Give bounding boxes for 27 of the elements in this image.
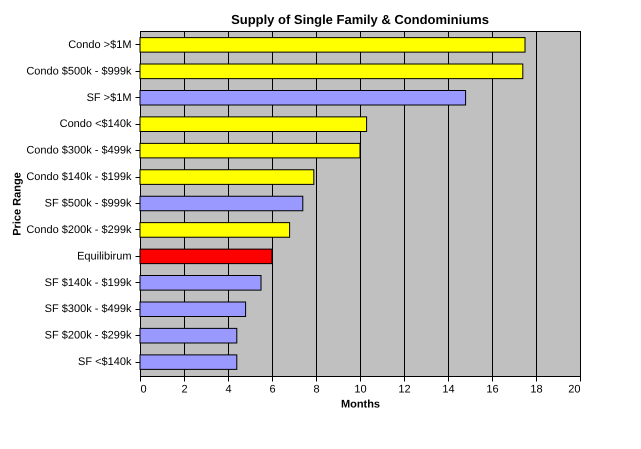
x-tick-label: 4 bbox=[225, 384, 232, 396]
x-axis-title: Months bbox=[340, 398, 380, 410]
y-tick-label: Condo $140k - $199k bbox=[26, 171, 132, 184]
y-tick-label: Condo $500k - $999k bbox=[26, 65, 132, 78]
y-tick-label: Condo >$1M bbox=[68, 38, 132, 51]
y-tick-label: SF $300k - $499k bbox=[44, 303, 132, 316]
y-tick-label: Condo $200k - $299k bbox=[26, 224, 132, 236]
y-tick-label: Condo $300k - $499k bbox=[26, 144, 132, 157]
y-tick-label: SF <$140k bbox=[78, 356, 132, 368]
y-tick-label: Equilibirum bbox=[77, 250, 132, 262]
x-tick-label: 0 bbox=[140, 384, 147, 396]
chart-title: Supply of Single Family & Condominiums bbox=[231, 12, 489, 27]
y-tick-label: SF $140k - $199k bbox=[44, 276, 132, 289]
y-axis-title: Price Range bbox=[11, 172, 24, 236]
x-tick-label: 18 bbox=[530, 384, 543, 396]
x-tick-label: 2 bbox=[181, 384, 188, 396]
x-tick-label: 12 bbox=[398, 384, 411, 396]
y-tick-label: Condo <$140k bbox=[60, 118, 132, 130]
x-tick-label: 10 bbox=[354, 384, 367, 396]
x-tick-label: 20 bbox=[568, 384, 580, 396]
y-tick-label: SF >$1M bbox=[86, 92, 132, 104]
y-tick-label: SF $500k - $999k bbox=[44, 198, 132, 210]
x-tick-label: 6 bbox=[269, 384, 276, 396]
x-tick-label: 8 bbox=[313, 384, 320, 396]
x-tick-label: 16 bbox=[486, 384, 499, 396]
x-tick-label: 14 bbox=[442, 384, 455, 396]
y-tick-label: SF $200k - $299k bbox=[44, 330, 132, 342]
